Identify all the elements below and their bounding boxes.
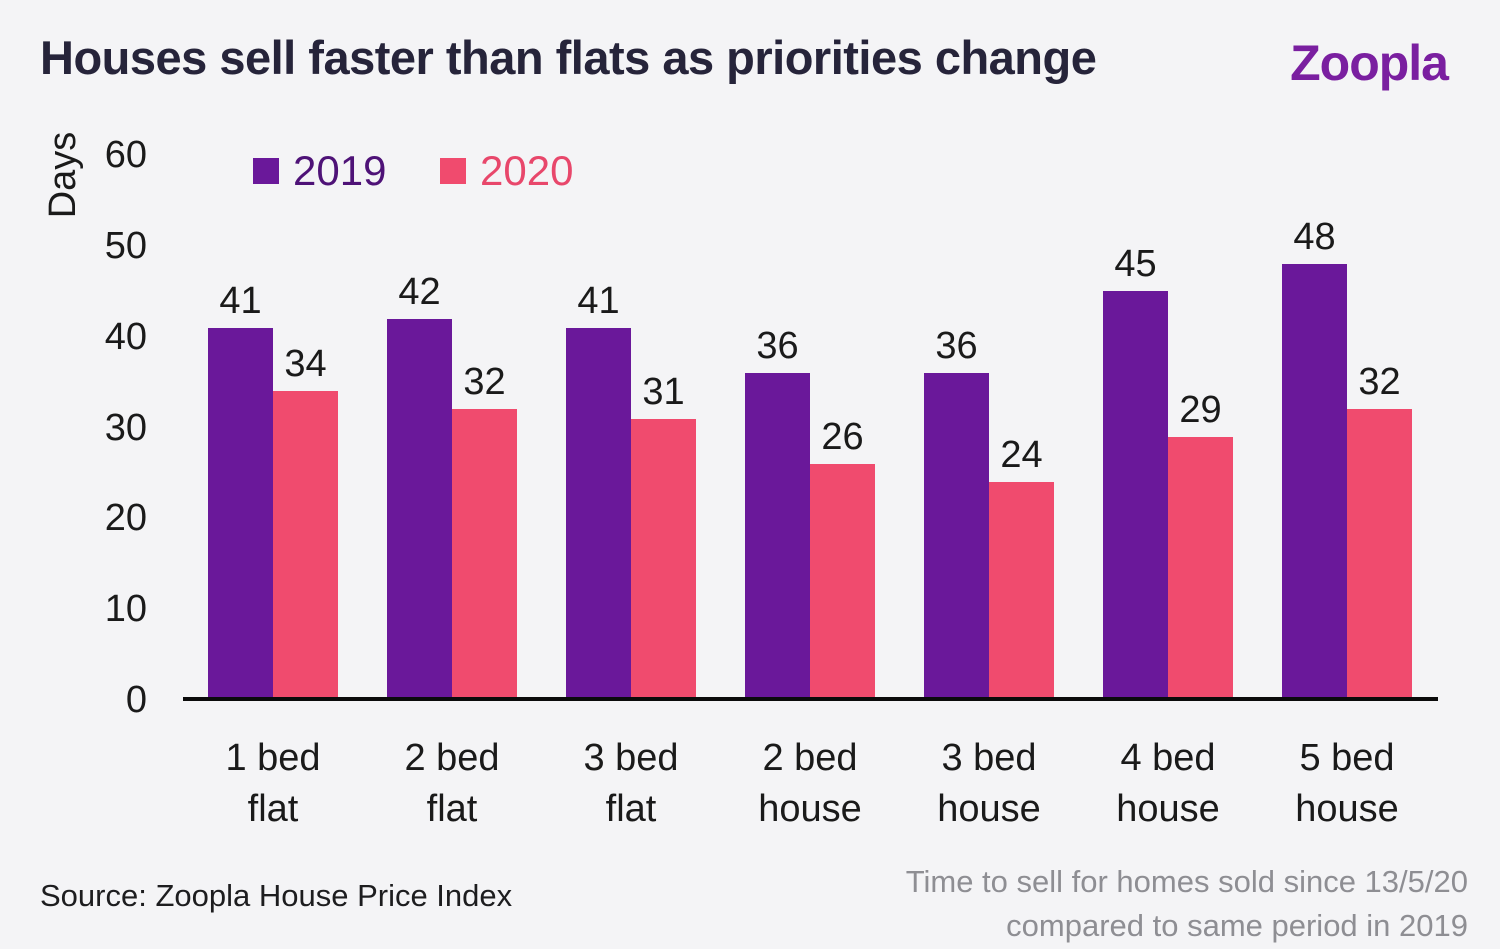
x-label-line2: house bbox=[937, 788, 1041, 830]
y-tick-label-50: 50 bbox=[104, 225, 147, 267]
y-tick-label-40: 40 bbox=[104, 315, 147, 358]
bar-2019-1-bed-flat bbox=[208, 328, 273, 700]
bar-2020-2-bed-flat bbox=[452, 409, 517, 700]
footnote-line-2: compared to same period in 2019 bbox=[1006, 908, 1468, 943]
footnote-line-1: Time to sell for homes sold since 13/5/2… bbox=[905, 864, 1468, 899]
value-label-2020-2-bed-flat: 32 bbox=[463, 361, 506, 403]
bar-2019-3-bed-house bbox=[924, 373, 989, 700]
x-label-line2: flat bbox=[426, 788, 478, 830]
value-label-2020-3-bed-flat: 31 bbox=[642, 371, 685, 413]
value-label-2020-4-bed-house: 29 bbox=[1179, 389, 1222, 431]
value-label-2019-5-bed-house: 48 bbox=[1293, 216, 1336, 258]
bar-2020-5-bed-house bbox=[1347, 409, 1412, 700]
x-label-4-bed-house: 4 bed house bbox=[1083, 733, 1253, 835]
x-axis-baseline bbox=[183, 697, 1438, 701]
y-tick-label-20: 20 bbox=[104, 497, 147, 540]
value-label-2020-2-bed-house: 26 bbox=[821, 416, 864, 458]
x-label-2-bed-house: 2 bed house bbox=[725, 733, 895, 835]
legend-swatch-2019-icon bbox=[253, 158, 279, 184]
x-label-line1: 2 bed bbox=[404, 737, 500, 779]
value-label-2019-2-bed-flat: 42 bbox=[398, 271, 441, 313]
x-label-5-bed-house: 5 bed house bbox=[1262, 733, 1432, 835]
value-label-2019-1-bed-flat: 41 bbox=[219, 280, 262, 322]
value-label-2020-1-bed-flat: 34 bbox=[284, 343, 327, 385]
legend-swatch-2020-icon bbox=[440, 158, 466, 184]
x-label-line1: 3 bed bbox=[583, 737, 679, 779]
x-label-line2: flat bbox=[247, 788, 299, 830]
page-title: Houses sell faster than flats as priorit… bbox=[40, 31, 1097, 84]
zoopla-logo: Zoopla bbox=[1290, 35, 1449, 91]
legend-label-2020: 2020 bbox=[480, 147, 574, 194]
y-tick-label-10: 10 bbox=[104, 588, 147, 631]
bar-2020-3-bed-flat bbox=[631, 419, 696, 700]
bar-2019-4-bed-house bbox=[1103, 291, 1168, 700]
value-label-2019-3-bed-house: 36 bbox=[935, 325, 978, 367]
bar-2020-2-bed-house bbox=[810, 464, 875, 700]
x-label-line2: house bbox=[758, 788, 862, 830]
legend-label-2019: 2019 bbox=[293, 147, 387, 194]
value-label-2019-2-bed-house: 36 bbox=[756, 325, 799, 367]
x-label-line2: flat bbox=[605, 788, 657, 830]
source-note: Source: Zoopla House Price Index bbox=[40, 878, 513, 913]
x-label-1-bed-flat: 1 bed flat bbox=[188, 733, 358, 835]
x-label-line1: 4 bed bbox=[1120, 737, 1216, 779]
x-label-line1: 2 bed bbox=[762, 737, 858, 779]
value-label-2019-3-bed-flat: 41 bbox=[577, 280, 620, 322]
bar-2019-2-bed-house bbox=[745, 373, 810, 700]
x-label-line1: 3 bed bbox=[941, 737, 1037, 779]
y-tick-label-0: 0 bbox=[125, 679, 147, 721]
x-label-line1: 1 bed bbox=[225, 737, 321, 779]
x-label-2-bed-flat: 2 bed flat bbox=[367, 733, 537, 835]
x-label-line2: house bbox=[1116, 788, 1220, 830]
bar-2020-1-bed-flat bbox=[273, 391, 338, 700]
y-tick-label-30: 30 bbox=[104, 406, 147, 449]
bar-2019-2-bed-flat bbox=[387, 319, 452, 700]
x-label-line2: house bbox=[1295, 788, 1399, 830]
legend-item-2020: 2020 bbox=[440, 148, 573, 194]
bar-2020-3-bed-house bbox=[989, 482, 1054, 700]
y-tick-label-60: 60 bbox=[104, 134, 147, 177]
x-label-line1: 5 bed bbox=[1299, 737, 1395, 779]
bar-2019-5-bed-house bbox=[1282, 264, 1347, 700]
x-label-3-bed-flat: 3 bed flat bbox=[546, 733, 716, 835]
bar-2020-4-bed-house bbox=[1168, 437, 1233, 700]
x-label-3-bed-house: 3 bed house bbox=[904, 733, 1074, 835]
value-label-2019-4-bed-house: 45 bbox=[1114, 243, 1157, 285]
legend-item-2019: 2019 bbox=[253, 148, 386, 194]
bar-2019-3-bed-flat bbox=[566, 328, 631, 700]
value-label-2020-3-bed-house: 24 bbox=[1000, 434, 1043, 476]
value-label-2020-5-bed-house: 32 bbox=[1358, 361, 1401, 403]
footnote: Time to sell for homes sold since 13/5/2… bbox=[906, 860, 1468, 948]
